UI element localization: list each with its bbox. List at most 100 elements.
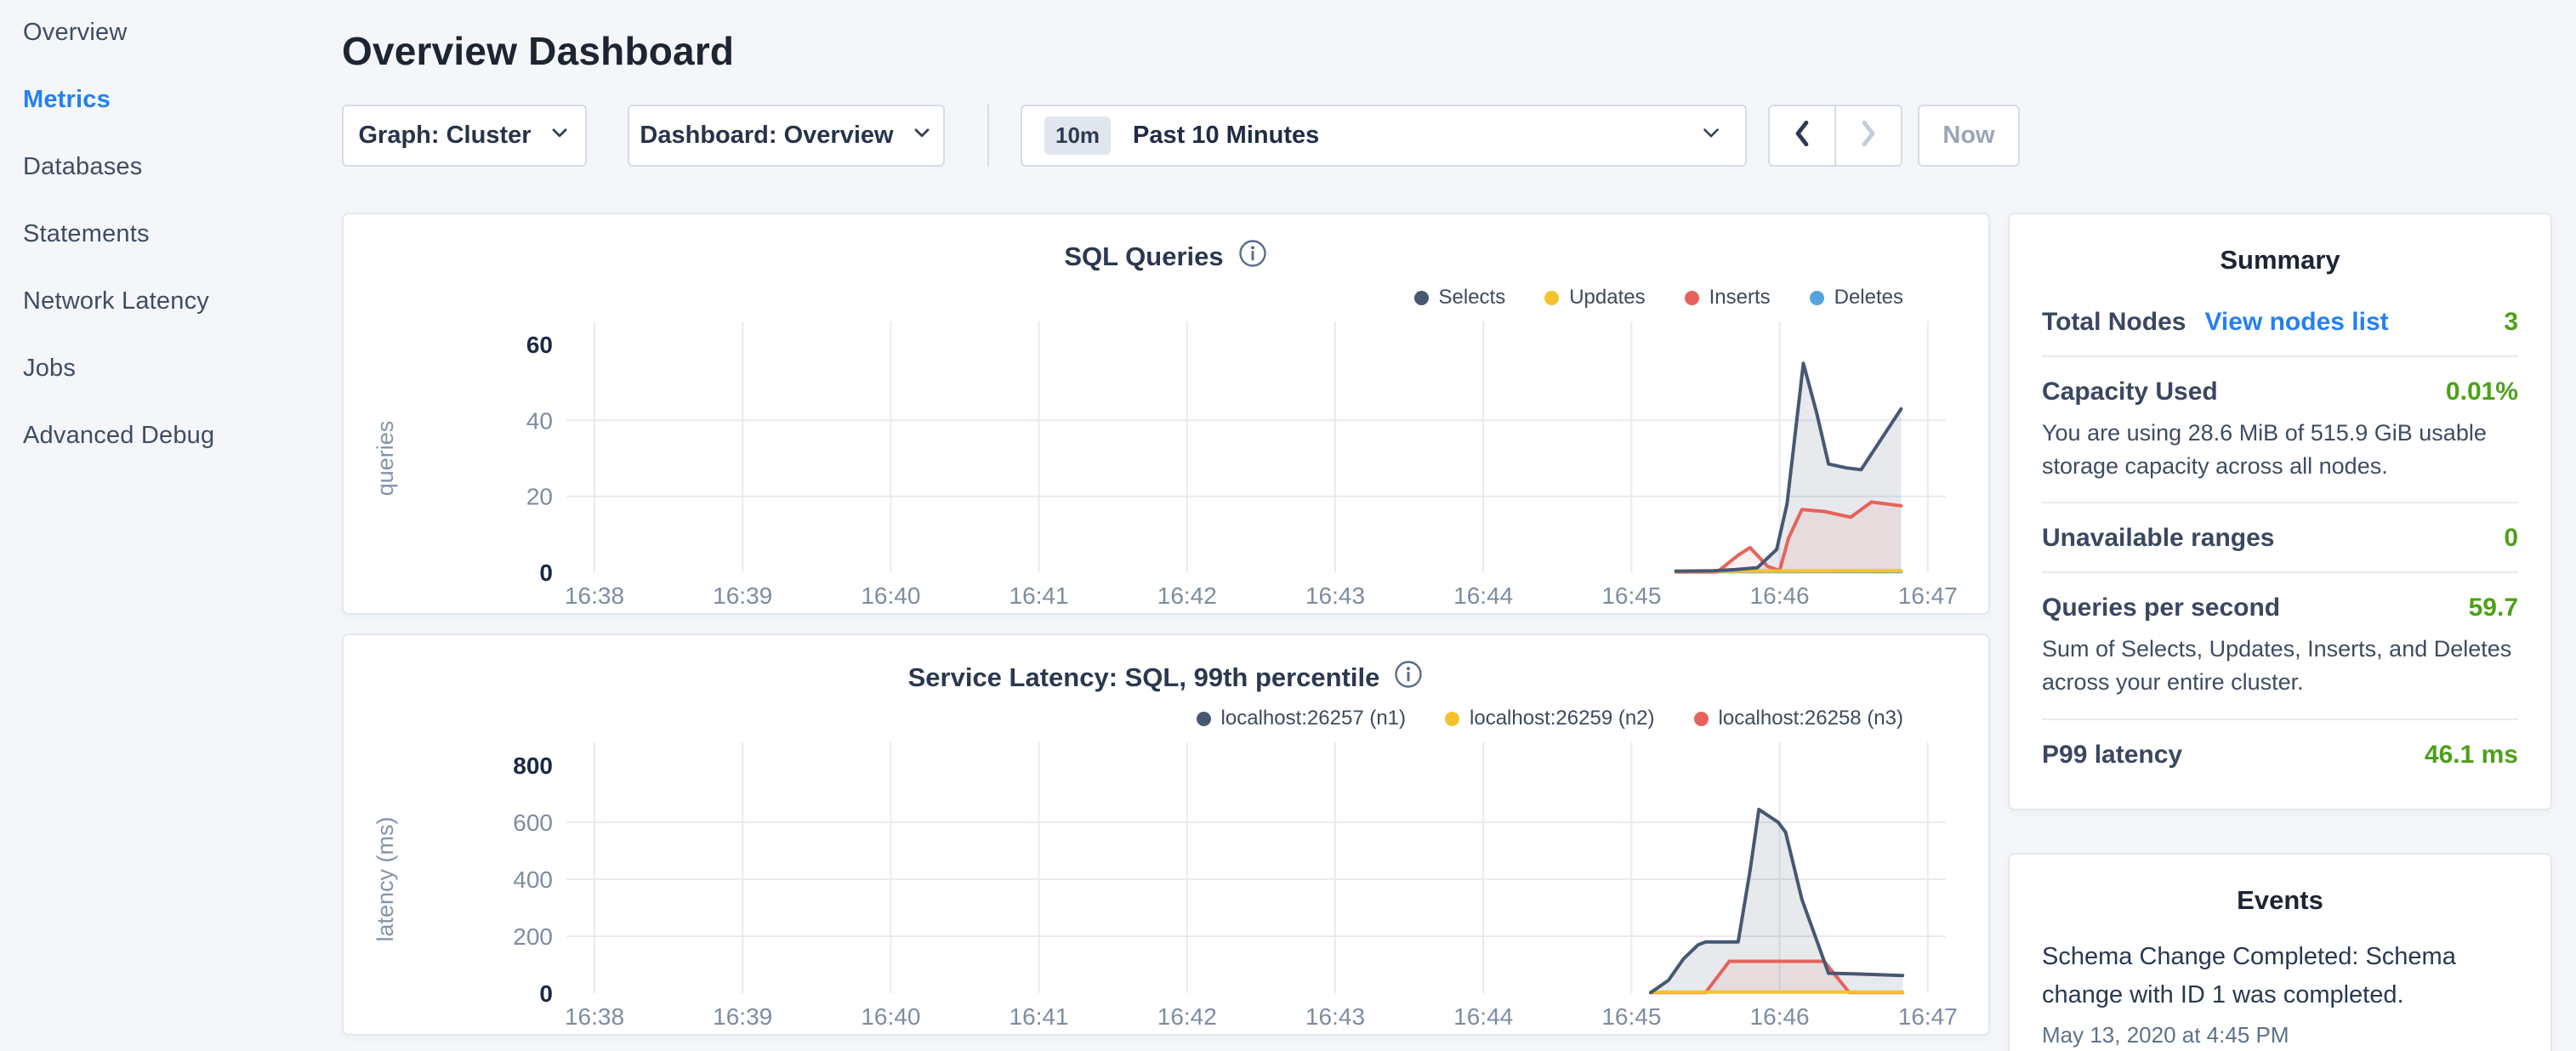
legend-dot-icon <box>1445 712 1459 726</box>
svg-text:16:38: 16:38 <box>565 1003 624 1030</box>
svg-text:0: 0 <box>539 560 553 586</box>
svg-text:600: 600 <box>513 810 553 836</box>
summary-row-value: 0.01% <box>2446 378 2518 406</box>
summary-row-label: Queries per second <box>2042 594 2280 622</box>
legend-label: localhost:26257 (n1) <box>1221 707 1406 730</box>
svg-text:16:42: 16:42 <box>1157 1003 1217 1030</box>
svg-text:16:46: 16:46 <box>1750 1003 1810 1030</box>
summary-row: Capacity Used 0.01% You are using 28.6 MiB… <box>2042 355 2518 502</box>
sql-queries-plot[interactable]: 16:3816:3916:4016:4116:4216:4316:4416:45… <box>344 311 1988 609</box>
sidebar-item-overview[interactable]: Overview <box>23 19 342 47</box>
right-column: Summary Total Nodes View nodes list 3 Capac… <box>2008 213 2552 1051</box>
chart-title: Service Latency: SQL, 99th percentile <box>908 662 1380 693</box>
svg-text:16:47: 16:47 <box>1898 582 1958 609</box>
summary-row-main: Capacity Used 0.01% <box>2042 378 2518 406</box>
controls-bar: Graph: Cluster Dashboard: Overview 10m P… <box>342 105 2552 167</box>
sidebar-item-metrics[interactable]: Metrics <box>23 86 342 114</box>
dashboard-dropdown[interactable]: Dashboard: Overview <box>628 105 945 167</box>
legend-item[interactable]: Deletes <box>1810 286 1903 310</box>
time-range-label: Past 10 Minutes <box>1133 122 1699 150</box>
summary-row-main: P99 latency 46.1 ms <box>2042 741 2518 770</box>
chevron-right-icon <box>1854 116 1883 155</box>
summary-panel: Summary Total Nodes View nodes list 3 Capac… <box>2008 213 2552 810</box>
sidebar-item-statements[interactable]: Statements <box>23 220 342 248</box>
summary-panel-title: Summary <box>2042 245 2518 276</box>
graph-dropdown-label: Graph: Cluster <box>358 122 531 150</box>
summary-row-label: Capacity Used <box>2042 378 2218 406</box>
events-panel: Events Schema Change Completed: Schema c… <box>2008 853 2552 1051</box>
svg-text:400: 400 <box>513 866 553 893</box>
legend-item[interactable]: Updates <box>1544 286 1645 310</box>
chart-title: SQL Queries <box>1064 241 1223 272</box>
summary-row-label: P99 latency <box>2042 741 2182 770</box>
sidebar-item-databases[interactable]: Databases <box>23 153 342 181</box>
event-list-item[interactable]: Schema Change Completed: Schema change w… <box>2042 938 2518 1049</box>
legend-label: localhost:26258 (n3) <box>1719 707 1903 730</box>
time-next-button[interactable] <box>1834 106 1901 165</box>
sidebar-item-advanced-debug[interactable]: Advanced Debug <box>23 422 342 450</box>
service-latency-chart-title-row: Service Latency: SQL, 99th percentile <box>344 659 1988 696</box>
legend-dot-icon <box>1694 712 1709 726</box>
legend-dot-icon <box>1197 712 1211 726</box>
legend-item[interactable]: Selects <box>1414 286 1506 310</box>
sql-queries-chart-card: SQL Queries Selects Updates Inserts Deletes… <box>342 213 1990 615</box>
summary-row-main: Unavailable ranges 0 <box>2042 524 2518 553</box>
svg-text:16:39: 16:39 <box>713 1003 772 1030</box>
summary-row-main: Queries per second 59.7 <box>2042 594 2518 622</box>
summary-row-value: 46.1 ms <box>2425 741 2518 770</box>
legend-label: Deletes <box>1834 286 1903 310</box>
summary-row-label: Total Nodes <box>2042 308 2186 337</box>
summary-rows: Total Nodes View nodes list 3 Capacity Used… <box>2042 287 2518 788</box>
legend-dot-icon <box>1544 291 1559 305</box>
summary-row: Total Nodes View nodes list 3 <box>2042 287 2518 355</box>
summary-row: Unavailable ranges 0 <box>2042 502 2518 571</box>
svg-text:16:43: 16:43 <box>1305 582 1365 609</box>
sql-queries-legend: Selects Updates Inserts Deletes <box>344 286 1988 310</box>
summary-row-value: 0 <box>2504 524 2518 553</box>
dashboard-dropdown-label: Dashboard: Overview <box>640 122 893 150</box>
graph-dropdown[interactable]: Graph: Cluster <box>342 105 587 167</box>
legend-label: Inserts <box>1709 286 1771 310</box>
summary-row-value: 3 <box>2504 308 2518 337</box>
legend-dot-icon <box>1810 291 1824 305</box>
svg-text:16:40: 16:40 <box>861 1003 920 1030</box>
sql-queries-chart-title-row: SQL Queries <box>344 238 1988 276</box>
dashboard-content: SQL Queries Selects Updates Inserts Deletes… <box>342 213 2552 1051</box>
legend-item[interactable]: localhost:26257 (n1) <box>1197 707 1406 730</box>
main-content: Overview Dashboard Graph: Cluster Dashbo… <box>342 0 2576 1051</box>
legend-label: Selects <box>1439 286 1506 310</box>
time-step-buttons <box>1768 105 1902 167</box>
summary-row-value: 59.7 <box>2469 594 2518 622</box>
svg-text:queries: queries <box>372 421 398 497</box>
legend-item[interactable]: localhost:26258 (n3) <box>1694 707 1903 730</box>
summary-row: P99 latency 46.1 ms <box>2042 719 2518 788</box>
now-button[interactable]: Now <box>1918 105 2020 167</box>
summary-row-caption: You are using 28.6 MiB of 515.9 GiB usab… <box>2042 417 2518 483</box>
service-latency-plot[interactable]: 16:3816:3916:4016:4116:4216:4316:4416:45… <box>344 732 1988 1030</box>
event-timestamp: May 13, 2020 at 4:45 PM <box>2042 1022 2518 1048</box>
legend-dot-icon <box>1414 291 1429 305</box>
svg-text:20: 20 <box>526 484 553 510</box>
time-prev-button[interactable] <box>1770 106 1834 165</box>
sidebar-item-jobs[interactable]: Jobs <box>23 355 342 383</box>
summary-row-main: Total Nodes View nodes list 3 <box>2042 308 2518 337</box>
chevron-down-icon <box>549 122 571 151</box>
time-range-dropdown[interactable]: 10m Past 10 Minutes <box>1021 105 1747 167</box>
legend-label: Updates <box>1569 286 1645 310</box>
info-icon[interactable] <box>1237 238 1268 276</box>
svg-text:16:44: 16:44 <box>1453 1003 1513 1030</box>
info-icon[interactable] <box>1393 659 1424 696</box>
svg-text:16:45: 16:45 <box>1601 1003 1661 1030</box>
legend-item[interactable]: Inserts <box>1685 286 1771 310</box>
svg-text:16:41: 16:41 <box>1009 1003 1069 1030</box>
sidebar-item-network-latency[interactable]: Network Latency <box>23 287 342 315</box>
svg-text:200: 200 <box>513 923 553 950</box>
summary-row: Queries per second59.7Sum of Selects, Up… <box>2042 571 2518 718</box>
view-nodes-link[interactable]: View nodes list <box>2204 308 2388 337</box>
page-title: Overview Dashboard <box>342 28 2552 74</box>
service-latency-chart-card: Service Latency: SQL, 99th percentile lo… <box>342 633 1990 1036</box>
summary-row-label: Unavailable ranges <box>2042 524 2274 553</box>
legend-item[interactable]: localhost:26259 (n2) <box>1445 707 1654 730</box>
charts-column: SQL Queries Selects Updates Inserts Deletes… <box>342 213 1990 1051</box>
svg-text:16:41: 16:41 <box>1009 582 1069 609</box>
